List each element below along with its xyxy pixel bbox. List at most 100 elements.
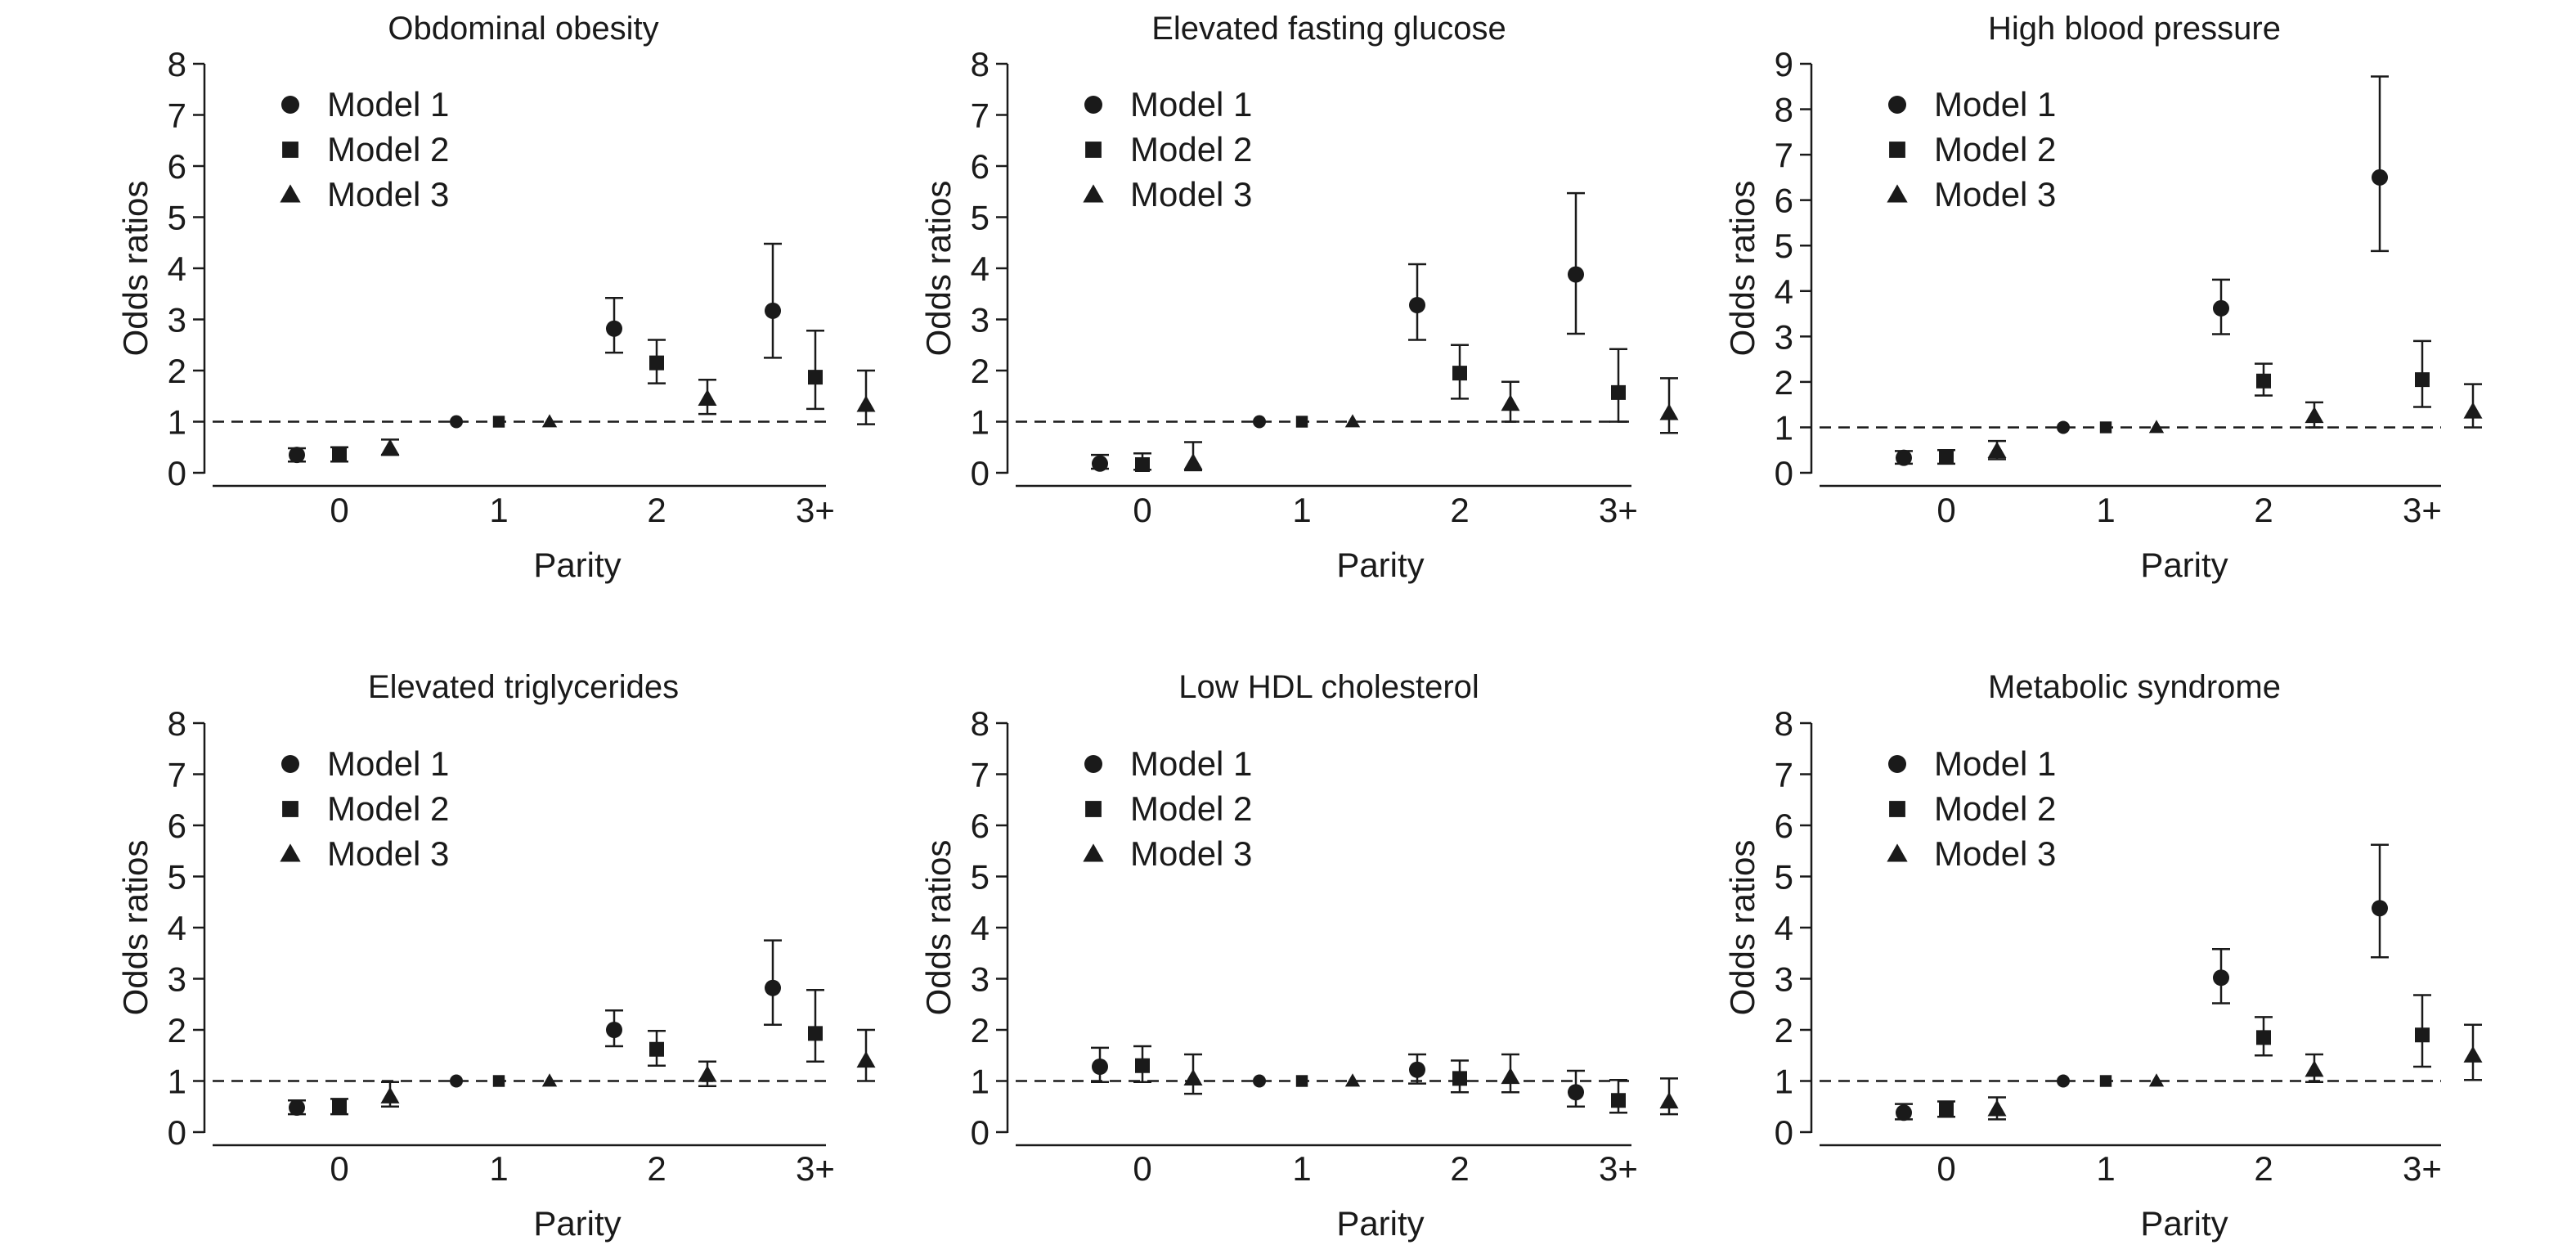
chart-title: Low HDL cholesterol	[1178, 669, 1479, 705]
data-point-square	[1939, 449, 1954, 465]
data-point-circle	[1568, 1084, 1584, 1101]
data-point-square	[492, 1075, 505, 1087]
data-point-circle	[2372, 169, 2388, 186]
data-point-circle	[1568, 266, 1584, 283]
x-tick-label: 1	[489, 491, 508, 529]
chart-panel-6: Metabolic syndrome 0 1 2 3 4 5 6 7 8 0 1 2 3+ Parity Od…	[1723, 669, 2483, 1243]
x-tick-label: 0	[330, 1149, 348, 1188]
y-tick-label: 7	[971, 97, 990, 135]
y-tick-label: 3	[971, 301, 990, 339]
y-tick-label: 8	[971, 45, 990, 83]
data-point-square	[2256, 1030, 2271, 1045]
legend-marker-circle	[1888, 96, 1906, 114]
data-point-triangle	[541, 1073, 558, 1087]
legend-label: Model 2	[1934, 789, 2056, 828]
data-point-square	[649, 1041, 664, 1057]
chart-panel-1: Obdominal obesity 0 1 2 3 4 5 6 7 8 0 1 2 3+ Parity Odd…	[116, 11, 876, 584]
data-point-triangle	[380, 1086, 400, 1103]
x-tick-label: 2	[2254, 1149, 2273, 1188]
data-point-circle	[450, 1074, 463, 1088]
y-tick-label: 2	[1775, 1011, 1793, 1049]
data-point-triangle	[1183, 1068, 1203, 1085]
x-tick-label: 1	[489, 1149, 508, 1188]
data-point-square	[1452, 366, 1467, 381]
y-tick-label: 6	[1775, 807, 1793, 845]
data-point-circle	[1896, 449, 1912, 466]
legend-label: Model 1	[1934, 744, 2056, 783]
legend-label: Model 1	[327, 85, 449, 124]
chart-title: Elevated fasting glucose	[1151, 11, 1506, 47]
y-tick-label: 7	[168, 756, 186, 794]
data-point-square	[1135, 1058, 1150, 1073]
legend-marker-circle	[1084, 96, 1102, 114]
data-point-square	[492, 416, 505, 428]
data-point-circle	[1409, 297, 1425, 313]
y-tick-label: 3	[168, 960, 186, 999]
data-point-triangle	[2463, 402, 2483, 419]
y-tick-label: 4	[1775, 272, 1793, 311]
y-tick-label: 5	[971, 199, 990, 237]
data-point-triangle	[380, 438, 400, 456]
data-point-circle	[289, 447, 305, 464]
x-tick-label: 1	[2096, 491, 2115, 529]
x-axis-label: Parity	[533, 546, 621, 584]
legend-label: Model 2	[1130, 130, 1252, 169]
legend-marker-triangle	[1083, 843, 1104, 862]
legend-marker-triangle	[1083, 184, 1104, 203]
data-point-square	[1939, 1101, 1954, 1117]
x-tick-label: 2	[1450, 1149, 1469, 1188]
y-tick-label: 8	[1775, 91, 1793, 129]
y-tick-label: 3	[1775, 960, 1793, 999]
y-tick-label: 2	[1775, 363, 1793, 402]
data-point-circle	[765, 979, 781, 996]
legend-marker-triangle	[280, 184, 301, 203]
data-point-circle	[1253, 415, 1266, 429]
data-point-triangle	[1344, 1073, 1361, 1087]
y-tick-label: 2	[168, 1011, 186, 1049]
x-tick-label: 0	[1936, 1149, 1955, 1188]
data-point-triangle	[2304, 407, 2324, 424]
data-point-triangle	[1183, 453, 1203, 470]
data-point-square	[2256, 373, 2271, 389]
data-point-square	[2415, 1027, 2430, 1043]
y-tick-label: 5	[971, 858, 990, 897]
data-point-circle	[450, 415, 463, 429]
data-point-triangle	[1659, 1092, 1679, 1109]
legend-label: Model 1	[1130, 744, 1252, 783]
data-point-square	[808, 370, 823, 385]
data-point-square	[332, 1099, 347, 1114]
chart-panel-3: High blood pressure 0 1 2 3 4 5 6 7 8 9 0 1 2 3+ Parity…	[1723, 11, 2483, 584]
y-tick-label: 1	[1775, 408, 1793, 447]
y-tick-label: 0	[1775, 1113, 1793, 1152]
data-point-circle	[2213, 299, 2229, 317]
data-point-circle	[1092, 1058, 1108, 1075]
legend-marker-square	[1889, 801, 1905, 817]
x-tick-label: 3+	[1599, 491, 1638, 529]
data-point-triangle	[1659, 403, 1679, 420]
data-point-square	[2099, 1075, 2112, 1087]
x-axis-label: Parity	[1336, 1204, 1424, 1243]
y-tick-label: 3	[1775, 317, 1793, 356]
data-point-circle	[606, 320, 622, 337]
x-tick-label: 3+	[2403, 491, 2442, 529]
y-tick-label: 1	[168, 403, 186, 442]
x-tick-label: 0	[1936, 491, 1955, 529]
y-tick-label: 8	[168, 45, 186, 83]
y-tick-label: 0	[168, 454, 186, 492]
data-point-square	[1452, 1071, 1467, 1086]
legend-marker-square	[1889, 142, 1905, 158]
x-tick-label: 3+	[1599, 1149, 1638, 1188]
chart-title: High blood pressure	[1988, 11, 2281, 47]
y-tick-label: 8	[1775, 704, 1793, 743]
chart-panel-4: Elevated triglycerides 0 1 2 3 4 5 6 7 8 0 1 2 3+ Pari…	[116, 669, 876, 1243]
y-tick-label: 0	[1775, 454, 1793, 492]
y-tick-label: 1	[1775, 1063, 1793, 1101]
chart-title: Elevated triglycerides	[368, 669, 679, 705]
x-tick-label: 0	[1133, 1149, 1151, 1188]
legend-marker-square	[1085, 801, 1102, 817]
legend-marker-triangle	[1887, 184, 1908, 203]
legend-marker-circle	[1084, 755, 1102, 773]
data-point-triangle	[2148, 1073, 2165, 1087]
x-tick-label: 2	[647, 491, 666, 529]
